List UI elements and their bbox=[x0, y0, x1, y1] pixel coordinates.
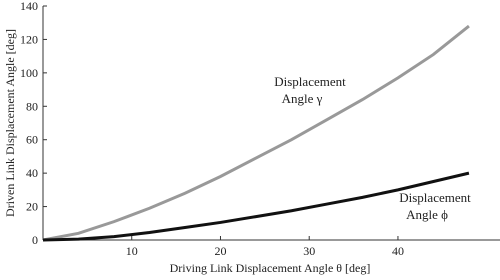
annotation: Angle ϕ bbox=[406, 207, 448, 222]
x-tick-label: 20 bbox=[214, 244, 226, 258]
annotation: Displacement bbox=[274, 74, 346, 89]
y-axis-label: Driven Link Displacement Angle [deg] bbox=[3, 29, 17, 217]
y-tick-label: 60 bbox=[26, 133, 38, 147]
x-tick-label: 10 bbox=[126, 244, 138, 258]
y-tick-label: 40 bbox=[26, 166, 38, 180]
series-line bbox=[42, 171, 470, 242]
y-tick-label: 140 bbox=[20, 0, 38, 13]
y-tick-label: 80 bbox=[26, 99, 38, 113]
y-tick-label: 100 bbox=[20, 66, 38, 80]
x-tick-label: 30 bbox=[303, 244, 315, 258]
x-tick-label: 40 bbox=[392, 244, 404, 258]
y-tick-label: 120 bbox=[20, 32, 38, 46]
y-tick-label: 0 bbox=[32, 233, 38, 247]
annotation: Angle γ bbox=[282, 91, 323, 106]
x-axis-label: Driving Link Displacement Angle θ [deg] bbox=[170, 261, 371, 275]
series-line bbox=[42, 24, 470, 242]
annotation: Displacement bbox=[399, 190, 471, 205]
y-tick-label: 20 bbox=[26, 200, 38, 214]
